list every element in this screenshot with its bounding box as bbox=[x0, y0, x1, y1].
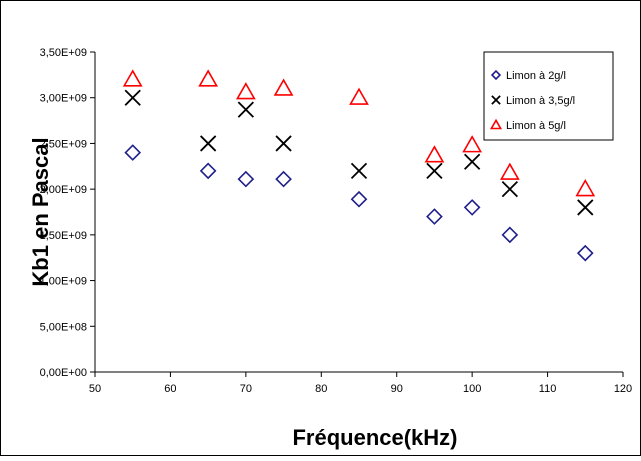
data-point bbox=[426, 208, 443, 225]
x-tick-label: 100 bbox=[463, 383, 481, 395]
data-point bbox=[575, 179, 596, 197]
data-point bbox=[122, 69, 143, 87]
data-point bbox=[499, 162, 520, 180]
data-point bbox=[424, 145, 445, 163]
data-point bbox=[198, 69, 219, 87]
legend-marker bbox=[489, 118, 503, 130]
legend: Limon à 2g/l Limon à 3,5g/l Limon à 5g/l bbox=[483, 51, 614, 141]
data-point bbox=[235, 82, 256, 100]
data-point bbox=[124, 144, 142, 161]
x-tick-label: 110 bbox=[539, 383, 557, 395]
data-point bbox=[237, 101, 254, 118]
y-tick-label: 5,00E+08 bbox=[40, 321, 87, 333]
data-point bbox=[200, 135, 217, 152]
data-point bbox=[349, 87, 369, 105]
x-axis-ticks: 50 60 70 80 90 100 110 120 bbox=[89, 372, 632, 395]
x-tick-label: 70 bbox=[240, 383, 252, 395]
data-point bbox=[199, 162, 217, 180]
data-point bbox=[576, 244, 594, 262]
data-points bbox=[122, 69, 596, 262]
data-point bbox=[350, 190, 368, 208]
data-point bbox=[426, 162, 443, 179]
data-point bbox=[501, 226, 519, 244]
data-point bbox=[275, 170, 292, 188]
data-point bbox=[463, 199, 481, 216]
y-tick-label: 1,50E+09 bbox=[40, 230, 87, 242]
y-tick-label: 3,00E+09 bbox=[40, 93, 87, 105]
x-tick-label: 80 bbox=[315, 383, 327, 395]
x-tick-label: 90 bbox=[391, 383, 403, 395]
y-tick-label: 0,00E+00 bbox=[40, 367, 87, 379]
data-point bbox=[350, 162, 368, 179]
legend-marker bbox=[491, 95, 501, 105]
y-tick-label: 1,00E+09 bbox=[40, 276, 87, 288]
data-point bbox=[275, 135, 292, 152]
legend-items: Limon à 2g/l Limon à 3,5g/l Limon à 5g/l bbox=[489, 69, 575, 132]
x-tick-label: 60 bbox=[164, 383, 176, 395]
data-point bbox=[577, 199, 594, 216]
y-tick-label: 2,50E+09 bbox=[40, 138, 87, 150]
y-axis-ticks: 0,00E+00 5,00E+08 1,00E+09 1,50E+09 2,00E+09… bbox=[40, 47, 95, 379]
y-tick-label: 3,50E+09 bbox=[40, 47, 87, 59]
y-axis-title: Kb1 en Pascal bbox=[28, 137, 53, 286]
legend-box bbox=[483, 51, 614, 141]
data-point bbox=[237, 170, 255, 188]
data-point bbox=[501, 181, 518, 198]
x-tick-label: 120 bbox=[614, 383, 632, 395]
data-point bbox=[273, 78, 294, 96]
legend-marker bbox=[490, 69, 502, 81]
x-axis-title: Fréquence(kHz) bbox=[292, 425, 457, 450]
legend-label: Limon à 3,5g/l bbox=[506, 95, 575, 107]
x-tick-label: 50 bbox=[89, 383, 101, 395]
data-point bbox=[462, 135, 483, 153]
legend-label: Limon à 5g/l bbox=[506, 120, 566, 132]
y-tick-label: 2,00E+09 bbox=[40, 184, 87, 196]
legend-label: Limon à 2g/l bbox=[506, 70, 566, 82]
data-point bbox=[464, 153, 481, 170]
data-point bbox=[124, 89, 141, 106]
